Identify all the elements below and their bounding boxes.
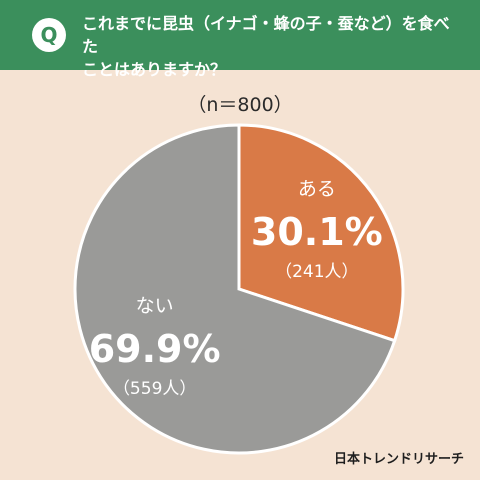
question-text: これまでに昆虫（イナゴ・蜂の子・蚕など）を食べた ことはありますか？ bbox=[82, 12, 462, 81]
question-line-1: これまでに昆虫（イナゴ・蜂の子・蚕など）を食べた bbox=[82, 14, 450, 56]
slice-label-no: ない bbox=[136, 295, 174, 317]
slice-label-yes: ある bbox=[298, 178, 336, 200]
slice-percent-yes: 30.1% bbox=[251, 210, 383, 254]
slice-percent-no: 69.9% bbox=[89, 327, 221, 371]
slice-count-no: （559人） bbox=[113, 379, 196, 399]
question-header: Q これまでに昆虫（イナゴ・蜂の子・蚕など）を食べた ことはありますか？ bbox=[0, 0, 480, 79]
sample-size: （n＝800） bbox=[187, 94, 293, 116]
slice-count-yes: （241人） bbox=[275, 262, 358, 282]
pie-slice-yes bbox=[237, 123, 405, 343]
question-line-2: ことはありますか？ bbox=[82, 60, 227, 79]
question-badge: Q bbox=[32, 18, 66, 52]
credit-logo: 日本トレンドリサーチ bbox=[333, 452, 464, 467]
pie-slice-no bbox=[73, 123, 397, 455]
